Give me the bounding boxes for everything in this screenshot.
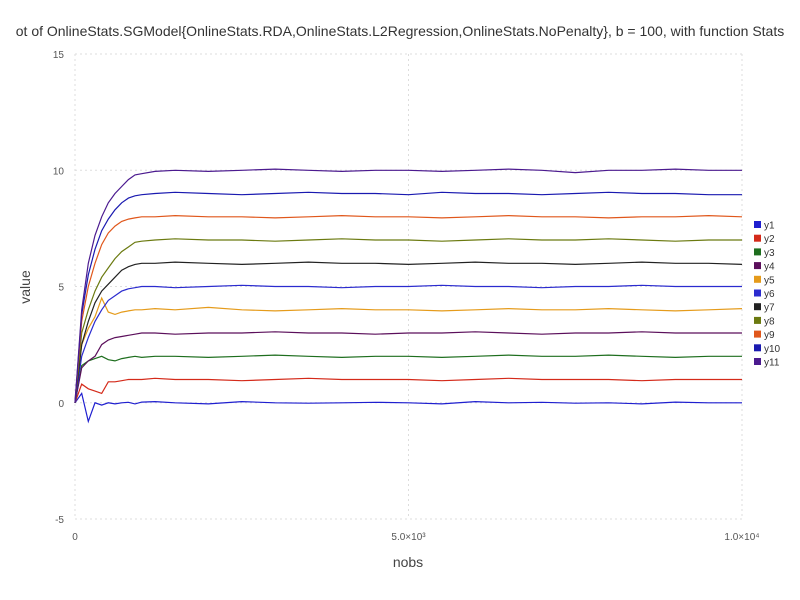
legend-swatch-y5 xyxy=(754,275,761,283)
y-tick-label: -5 xyxy=(55,515,64,526)
legend-swatch-y4 xyxy=(754,262,761,270)
legend-swatch-y10 xyxy=(754,344,761,352)
series-line-y11 xyxy=(74,168,742,403)
y-tick-label: 5 xyxy=(58,283,64,294)
series-line-y8 xyxy=(74,238,742,403)
plot-lines xyxy=(74,168,743,424)
legend-swatch-y6 xyxy=(754,289,761,297)
legend-swatch-y7 xyxy=(754,303,761,311)
legend-swatch-y11 xyxy=(754,358,761,365)
y-tick-label: 10 xyxy=(53,166,65,177)
series-line-y7 xyxy=(74,261,743,403)
series-line-y2 xyxy=(74,377,742,404)
chart-title: ot of OnlineStats.SGModel{OnlineStats.RD… xyxy=(16,23,784,39)
legend-swatch-y1 xyxy=(754,221,761,228)
tick-labels: 0 5.0×10³ 1.0×10⁴ -5 0 5 10 15 xyxy=(53,50,760,543)
legend-label-y7: y7 xyxy=(764,303,775,314)
legend-label-y3: y3 xyxy=(764,248,775,259)
legend-label-y9: y9 xyxy=(764,330,775,341)
x-axis-label: nobs xyxy=(393,554,423,570)
x-tick-label: 1.0×10⁴ xyxy=(724,532,759,543)
y-axis-label: value xyxy=(17,270,33,304)
series-line-y6 xyxy=(74,284,742,403)
legend-label-y1: y1 xyxy=(764,221,775,232)
legend-swatch-y8 xyxy=(754,316,761,324)
legend-label-y8: y8 xyxy=(764,316,775,327)
legend-swatch-y3 xyxy=(754,248,761,256)
legend: y1 y2 y3 y4 y5 y6 y7 y8 y9 y10 y11 xyxy=(754,221,781,369)
x-tick-label: 5.0×10³ xyxy=(391,532,426,543)
x-tick-label: 0 xyxy=(72,532,78,543)
legend-swatch-y9 xyxy=(754,330,761,338)
legend-label-y11: y11 xyxy=(764,358,780,369)
legend-label-y4: y4 xyxy=(764,262,775,273)
series-line-y3 xyxy=(74,354,742,403)
legend-label-y5: y5 xyxy=(764,275,775,286)
series-line-y1 xyxy=(74,391,742,424)
legend-swatch-y2 xyxy=(754,234,761,242)
series-line-y5 xyxy=(74,296,743,403)
series-line-y4 xyxy=(74,331,742,403)
series-line-y10 xyxy=(74,191,742,403)
legend-label-y10: y10 xyxy=(764,344,781,355)
y-tick-label: 15 xyxy=(53,50,65,61)
legend-label-y6: y6 xyxy=(764,289,775,300)
legend-label-y2: y2 xyxy=(764,234,775,245)
y-tick-label: 0 xyxy=(58,399,64,410)
series-line-y9 xyxy=(74,214,743,403)
